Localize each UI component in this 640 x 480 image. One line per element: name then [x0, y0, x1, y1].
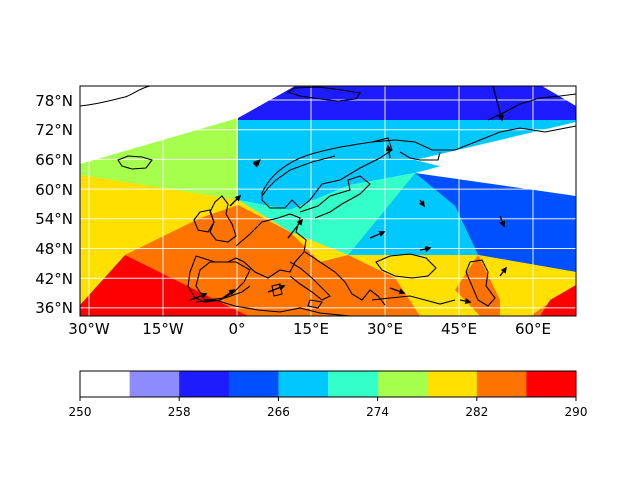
colorbar-segment: [328, 371, 379, 397]
map-frame: [79, 85, 577, 317]
wind-vectors: [189, 85, 507, 305]
colorbar-tick-label: 290: [565, 405, 588, 419]
wind-vector-head: [418, 200, 425, 208]
lon-label: 30°W: [68, 320, 110, 338]
contour-region-262-266: [415, 173, 576, 272]
lon-label: 45°E: [441, 320, 477, 338]
caspian-coast: [465, 259, 496, 307]
contour-region-270-274: [238, 173, 415, 255]
white-sea-coast: [399, 151, 441, 161]
mediterranean-islands: [271, 283, 323, 309]
lat-label: 42°N: [35, 270, 73, 288]
contour-region-258-262-north: [238, 86, 576, 120]
lat-label: 66°N: [35, 151, 73, 169]
colorbar-tick-label: 266: [267, 405, 290, 419]
contour-region-282-286-south: [125, 205, 420, 316]
colorbar-frame: [79, 370, 577, 398]
wind-vector: [492, 85, 503, 121]
wind-vector-head: [378, 231, 386, 237]
colorbar-tick-label: 274: [366, 405, 389, 419]
colorbar-segment: [179, 371, 230, 397]
wind-vector-head: [278, 284, 286, 291]
lon-label: 60°E: [515, 320, 551, 338]
wind-vector-head: [385, 144, 392, 152]
colorbar-segment: [526, 371, 577, 397]
wind-vector-head: [234, 194, 242, 202]
coastlines: [80, 86, 576, 316]
ireland-coast: [193, 209, 215, 233]
colorbar: 250 258 266 274 282 290: [69, 370, 588, 419]
wind-vector-head: [296, 218, 303, 226]
lon-label: 30°E: [367, 320, 403, 338]
black-sea-coast: [375, 253, 437, 279]
wind-vector-head: [500, 266, 507, 274]
colorbar-tick-label: 258: [168, 405, 191, 419]
baltic-coast: [299, 175, 371, 219]
colorbar-segment: [377, 371, 428, 397]
lat-label: 36°N: [35, 299, 73, 317]
lat-label: 54°N: [35, 210, 73, 228]
colorbar-segment: [427, 371, 478, 397]
colorbar-tick-label: 282: [465, 405, 488, 419]
colorbar-segment: [80, 371, 131, 397]
continental-coast: [195, 213, 307, 301]
wind-vector-head: [398, 288, 406, 295]
iceland-coast: [117, 155, 153, 170]
colorbar-ticks: [79, 397, 577, 401]
colorbar-segment: [278, 371, 329, 397]
colorbar-segment: [476, 371, 527, 397]
colorbar-tick-labels: 250 258 266 274 282 290: [69, 405, 588, 419]
colorbar-segment: [228, 371, 279, 397]
wind-vector-head: [497, 114, 504, 122]
italy-coast: [289, 261, 331, 301]
lon-label: 0°: [228, 320, 245, 338]
wind-vector-head: [464, 298, 472, 305]
contour-fill-layer: [80, 86, 576, 316]
latitude-labels: 78°N 72°N 66°N 60°N 54°N 48°N 42°N 36°N: [35, 92, 73, 317]
wind-vector-head: [228, 289, 236, 296]
asia-minor-coast: [371, 295, 456, 305]
colorbar-segment: [129, 371, 180, 397]
wind-vector-head: [200, 292, 208, 299]
wind-vector-head: [424, 245, 432, 252]
novaya-zemlya-coast: [487, 93, 576, 121]
lat-label: 78°N: [35, 92, 73, 110]
contour-region-282-286-east: [455, 255, 576, 316]
uk-coast: [209, 195, 237, 243]
lon-label: 15°E: [293, 320, 329, 338]
lat-label: 72°N: [35, 121, 73, 139]
norway-sweden-coast: [261, 137, 393, 209]
lon-label: 15°W: [142, 320, 184, 338]
lat-label: 48°N: [35, 240, 73, 258]
colorbar-segments: [80, 371, 577, 397]
lat-label: 60°N: [35, 181, 73, 199]
longitude-labels: 30°W 15°W 0° 15°E 30°E 45°E 60°E: [68, 320, 551, 338]
balkans-coast: [304, 251, 386, 306]
north-africa-coast: [195, 299, 351, 316]
kola-barents-coast: [371, 125, 576, 151]
wind-vector-head: [252, 160, 260, 168]
scandinavia-west-coast: [261, 155, 336, 197]
wind-vector-head: [499, 220, 506, 228]
svalbard-coast: [286, 86, 361, 102]
colorbar-tick-label: 250: [69, 405, 92, 419]
greenland-coast: [80, 86, 151, 107]
iberia-coast: [187, 255, 251, 303]
